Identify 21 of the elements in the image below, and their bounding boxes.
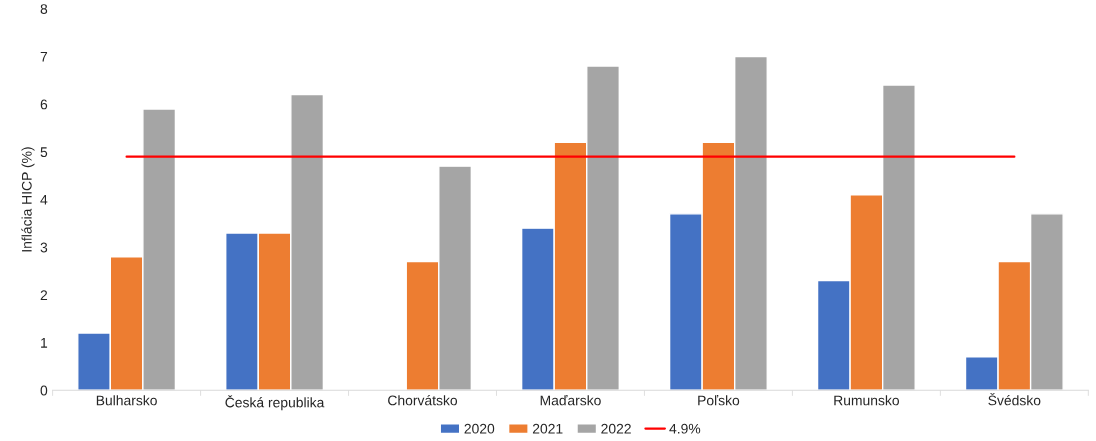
y-tick-label: 6 <box>40 99 48 110</box>
y-tick-label: 1 <box>41 338 48 348</box>
legend-label: 4.9% <box>669 423 701 434</box>
y-tick-label: 2 <box>40 290 48 300</box>
x-tick-label: Rumunsko <box>834 395 899 406</box>
legend-label: 2022 <box>601 423 631 434</box>
y-tick-label: 5 <box>40 147 48 158</box>
x-tick-label: Bulharsko <box>96 395 157 406</box>
x-tick-label: Švédsko <box>988 393 1041 406</box>
y-tick-label: 0 <box>40 385 48 396</box>
legend-label: 2020 <box>464 423 495 434</box>
x-tick-label: Česká republika <box>225 395 325 411</box>
y-tick-label: 3 <box>40 242 48 253</box>
x-tick-label: Chorvátsko <box>388 394 458 406</box>
y-tick-label: 8 <box>40 4 48 14</box>
x-tick-label: Maďarsko <box>540 395 601 406</box>
y-tick-label: 4 <box>40 195 48 205</box>
y-axis-title: Inflácia HICP (%) <box>21 147 35 252</box>
legend-label: 2021 <box>532 423 563 434</box>
x-tick-label: Poľsko <box>698 395 740 406</box>
y-tick-label: 7 <box>40 51 48 62</box>
